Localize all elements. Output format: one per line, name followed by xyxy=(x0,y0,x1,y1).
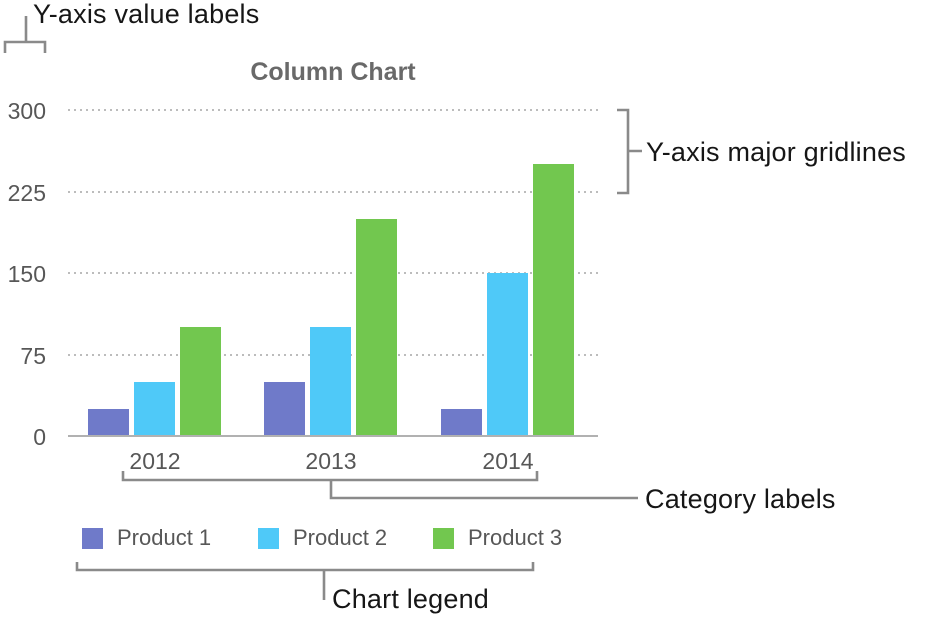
callout-chart-legend: Chart legend xyxy=(332,584,490,614)
y-gridline-300 xyxy=(68,109,598,111)
category-label-2012: 2012 xyxy=(129,448,181,474)
bar-2014-product-2 xyxy=(487,273,528,436)
category-label-2013: 2013 xyxy=(305,448,357,474)
y-tick-label-225: 225 xyxy=(7,180,46,206)
bar-2012-product-3 xyxy=(180,327,221,436)
x-axis-baseline xyxy=(68,435,598,437)
legend-swatch-1 xyxy=(82,527,103,549)
legend-item-2: Product 2 xyxy=(258,525,388,550)
category-labels-bracket xyxy=(121,471,638,500)
y-tick-label-0: 0 xyxy=(33,424,46,450)
chart-legend-bracket xyxy=(75,562,535,600)
callout-y-axis-major-gridlines: Y-axis major gridlines xyxy=(646,137,907,167)
bar-2013-product-3 xyxy=(356,219,397,436)
legend-label-3: Product 3 xyxy=(468,525,563,550)
y-gridline-225 xyxy=(68,191,598,193)
y-axis-value-labels-bracket xyxy=(3,16,47,53)
bar-2013-product-1 xyxy=(264,382,305,436)
chart-title: Column Chart xyxy=(250,58,416,86)
y-gridline-150 xyxy=(68,272,598,274)
y-tick-label-75: 75 xyxy=(20,343,46,369)
bar-2013-product-2 xyxy=(310,327,351,436)
bar-2012-product-1 xyxy=(88,409,129,436)
legend-item-3: Product 3 xyxy=(433,525,563,550)
legend-label-1: Product 1 xyxy=(117,525,212,550)
y-tick-label-300: 300 xyxy=(7,98,46,124)
callout-category-labels: Category labels xyxy=(645,484,836,514)
bar-2014-product-1 xyxy=(441,409,482,436)
legend-label-2: Product 2 xyxy=(293,525,388,550)
legend-swatch-2 xyxy=(258,527,279,549)
bar-2012-product-2 xyxy=(134,382,175,436)
callout-y-axis-value-labels: Y-axis value labels xyxy=(33,0,260,29)
category-label-2014: 2014 xyxy=(482,448,534,474)
y-axis-major-gridlines-bracket xyxy=(617,108,642,195)
y-tick-label-150: 150 xyxy=(7,261,46,287)
bar-2014-product-3 xyxy=(533,164,574,436)
legend-item-1: Product 1 xyxy=(82,525,212,550)
legend-swatch-3 xyxy=(433,527,454,549)
